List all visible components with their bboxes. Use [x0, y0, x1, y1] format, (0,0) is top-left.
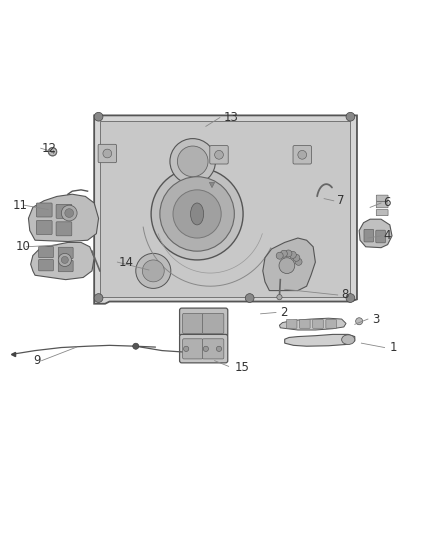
FancyBboxPatch shape	[300, 319, 310, 328]
Text: 10: 10	[15, 240, 30, 253]
FancyBboxPatch shape	[293, 146, 311, 164]
Polygon shape	[279, 318, 346, 330]
Polygon shape	[28, 194, 99, 241]
Polygon shape	[94, 115, 357, 304]
FancyBboxPatch shape	[210, 146, 228, 164]
FancyBboxPatch shape	[202, 313, 224, 334]
FancyBboxPatch shape	[364, 229, 374, 242]
Text: 12: 12	[42, 142, 57, 155]
FancyBboxPatch shape	[36, 203, 52, 217]
FancyBboxPatch shape	[376, 201, 388, 208]
Circle shape	[295, 259, 302, 265]
FancyBboxPatch shape	[56, 222, 72, 236]
Circle shape	[346, 294, 355, 302]
Ellipse shape	[342, 335, 355, 344]
Text: 13: 13	[223, 111, 238, 124]
FancyBboxPatch shape	[180, 334, 228, 363]
Polygon shape	[285, 334, 355, 346]
Text: 8: 8	[342, 288, 349, 302]
Text: 3: 3	[372, 312, 380, 326]
Circle shape	[94, 294, 103, 302]
Circle shape	[49, 148, 57, 156]
Text: 7: 7	[337, 195, 345, 207]
Circle shape	[216, 346, 222, 351]
Circle shape	[289, 252, 296, 259]
Text: 2: 2	[280, 306, 288, 319]
Circle shape	[277, 295, 282, 300]
Text: 15: 15	[234, 361, 249, 374]
Text: 6: 6	[383, 197, 391, 209]
Circle shape	[65, 209, 74, 217]
Circle shape	[346, 112, 355, 121]
Circle shape	[160, 177, 234, 251]
Circle shape	[133, 343, 139, 349]
Polygon shape	[263, 238, 315, 290]
Text: 9: 9	[33, 354, 41, 367]
Circle shape	[280, 250, 287, 257]
Circle shape	[142, 260, 164, 282]
Circle shape	[48, 147, 57, 156]
FancyBboxPatch shape	[56, 204, 72, 219]
FancyBboxPatch shape	[39, 246, 53, 258]
Circle shape	[177, 146, 208, 177]
FancyBboxPatch shape	[313, 319, 323, 328]
Polygon shape	[359, 219, 392, 248]
Circle shape	[103, 149, 112, 158]
FancyBboxPatch shape	[39, 260, 53, 271]
Circle shape	[170, 139, 215, 184]
Polygon shape	[31, 243, 94, 280]
Circle shape	[293, 254, 300, 261]
FancyBboxPatch shape	[202, 339, 224, 359]
Circle shape	[58, 253, 71, 266]
FancyBboxPatch shape	[376, 195, 388, 201]
Circle shape	[215, 150, 223, 159]
Circle shape	[184, 346, 189, 351]
FancyBboxPatch shape	[286, 319, 297, 328]
FancyBboxPatch shape	[183, 313, 203, 334]
Circle shape	[173, 190, 221, 238]
FancyBboxPatch shape	[180, 308, 228, 336]
Circle shape	[276, 252, 283, 259]
Circle shape	[356, 318, 363, 325]
Circle shape	[151, 168, 243, 260]
FancyBboxPatch shape	[183, 339, 203, 359]
Circle shape	[203, 346, 208, 351]
Text: 14: 14	[118, 256, 133, 269]
Text: 4: 4	[383, 229, 391, 243]
FancyBboxPatch shape	[58, 260, 73, 272]
Polygon shape	[100, 121, 350, 297]
Circle shape	[285, 250, 292, 257]
Circle shape	[61, 205, 77, 221]
Circle shape	[136, 253, 171, 288]
Circle shape	[94, 112, 103, 121]
FancyBboxPatch shape	[326, 319, 336, 328]
Ellipse shape	[191, 203, 204, 225]
Circle shape	[245, 294, 254, 302]
Text: 11: 11	[13, 199, 28, 212]
FancyBboxPatch shape	[36, 221, 52, 235]
Circle shape	[279, 258, 295, 273]
Polygon shape	[209, 182, 215, 188]
Circle shape	[61, 256, 68, 263]
Text: 1: 1	[390, 341, 397, 354]
FancyBboxPatch shape	[376, 209, 388, 216]
FancyBboxPatch shape	[58, 247, 73, 259]
Circle shape	[298, 150, 307, 159]
FancyBboxPatch shape	[376, 230, 385, 243]
FancyBboxPatch shape	[98, 144, 117, 163]
